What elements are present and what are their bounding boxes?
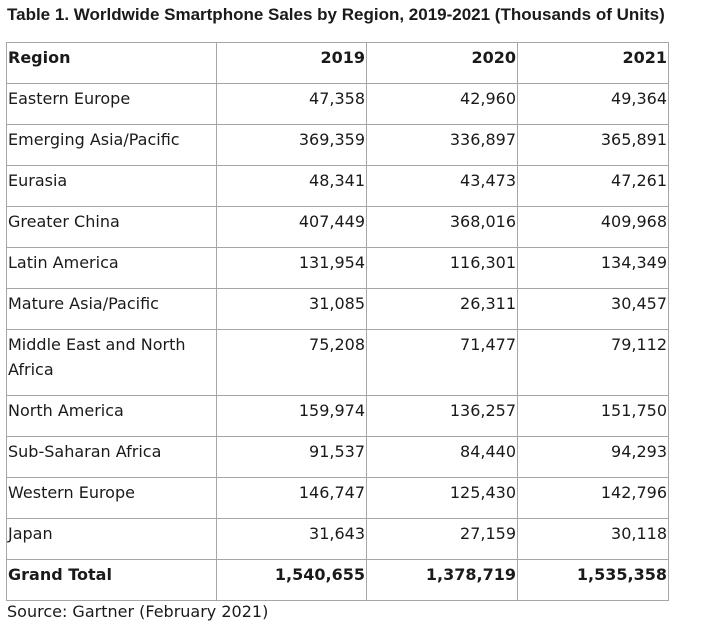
region-cell: Japan [6,518,217,560]
value-cell-2021: 409,968 [517,206,669,248]
table-row: Eastern Europe 47,358 42,960 49,364 [6,83,669,125]
value-cell-2020: 26,311 [366,288,518,330]
table-row: Middle East and North Africa 75,208 71,4… [6,329,669,396]
table-row: Mature Asia/Pacific 31,085 26,311 30,457 [6,288,669,330]
value-cell-2020: 71,477 [366,329,518,396]
source-note: Source: Gartner (February 2021) [7,602,269,621]
value-cell-2021: 49,364 [517,83,669,125]
value-cell-2019: 159,974 [216,395,367,437]
value-cell-2019: 91,537 [216,436,367,478]
region-cell: Greater China [6,206,217,248]
value-cell-2021: 94,293 [517,436,669,478]
value-cell-2021: 134,349 [517,247,669,289]
table-row: North America 159,974 136,257 151,750 [6,395,669,437]
value-cell-2020: 43,473 [366,165,518,207]
region-cell: Eastern Europe [6,83,217,125]
column-header-region: Region [6,42,217,84]
header-row: Region 2019 2020 2021 [6,42,669,84]
region-cell: Emerging Asia/Pacific [6,124,217,166]
table-caption: Table 1. Worldwide Smartphone Sales by R… [7,5,665,24]
value-cell-2019: 369,359 [216,124,367,166]
column-header-2021: 2021 [517,42,669,84]
table-row: Western Europe 146,747 125,430 142,796 [6,477,669,519]
value-cell-2021: 30,118 [517,518,669,560]
value-cell-2019: 146,747 [216,477,367,519]
table-row: Latin America 131,954 116,301 134,349 [6,247,669,289]
grand-total-2019: 1,540,655 [216,559,367,601]
table-row: Japan 31,643 27,159 30,118 [6,518,669,560]
value-cell-2021: 151,750 [517,395,669,437]
value-cell-2021: 79,112 [517,329,669,396]
value-cell-2021: 47,261 [517,165,669,207]
grand-total-label: Grand Total [6,559,217,601]
region-cell: Western Europe [6,477,217,519]
value-cell-2020: 27,159 [366,518,518,560]
value-cell-2020: 125,430 [366,477,518,519]
table-row: Emerging Asia/Pacific 369,359 336,897 36… [6,124,669,166]
value-cell-2020: 116,301 [366,247,518,289]
region-cell: North America [6,395,217,437]
value-cell-2021: 365,891 [517,124,669,166]
region-cell: Mature Asia/Pacific [6,288,217,330]
column-header-2020: 2020 [366,42,518,84]
value-cell-2019: 75,208 [216,329,367,396]
grand-total-2021: 1,535,358 [517,559,669,601]
grand-total-row: Grand Total 1,540,655 1,378,719 1,535,35… [6,559,669,601]
value-cell-2019: 131,954 [216,247,367,289]
table-row: Greater China 407,449 368,016 409,968 [6,206,669,248]
grand-total-2020: 1,378,719 [366,559,518,601]
region-cell: Eurasia [6,165,217,207]
value-cell-2020: 368,016 [366,206,518,248]
value-cell-2019: 47,358 [216,83,367,125]
value-cell-2021: 142,796 [517,477,669,519]
table-row: Sub-Saharan Africa 91,537 84,440 94,293 [6,436,669,478]
value-cell-2019: 407,449 [216,206,367,248]
value-cell-2019: 48,341 [216,165,367,207]
value-cell-2019: 31,085 [216,288,367,330]
value-cell-2020: 336,897 [366,124,518,166]
region-cell: Middle East and North Africa [6,329,217,396]
value-cell-2019: 31,643 [216,518,367,560]
sales-table: Region 2019 2020 2021 Eastern Europe 47,… [6,42,669,601]
table-row: Eurasia 48,341 43,473 47,261 [6,165,669,207]
value-cell-2020: 42,960 [366,83,518,125]
region-cell: Sub-Saharan Africa [6,436,217,478]
value-cell-2020: 136,257 [366,395,518,437]
value-cell-2021: 30,457 [517,288,669,330]
column-header-2019: 2019 [216,42,367,84]
value-cell-2020: 84,440 [366,436,518,478]
region-cell: Latin America [6,247,217,289]
